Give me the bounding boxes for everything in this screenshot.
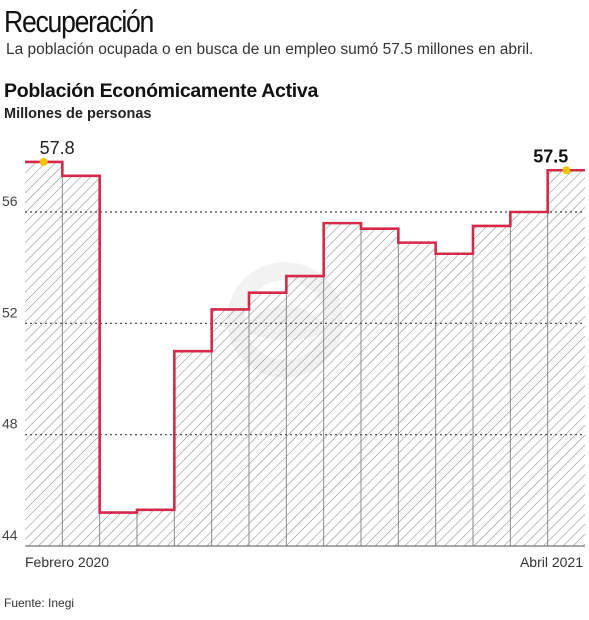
- area-bar-12: [435, 253, 473, 546]
- source-note: Fuente: Inegi: [4, 596, 75, 610]
- chart-unit-label: Millones de personas: [4, 106, 152, 122]
- area-bar-14: [510, 212, 548, 546]
- area-bar-1: [25, 161, 63, 546]
- area-bar-13: [473, 225, 511, 546]
- marker-last: [562, 166, 571, 175]
- area-bar-2: [62, 175, 100, 547]
- area-bar-4: [137, 509, 175, 546]
- headline: Recuperación: [4, 4, 154, 39]
- area-bar-9: [323, 223, 361, 546]
- area-bar-7: [249, 292, 287, 546]
- area-bar-15: [547, 170, 585, 546]
- area-bar-6: [211, 309, 249, 546]
- area-bar-5: [174, 351, 212, 546]
- y-tick-label-44: 44: [2, 527, 18, 543]
- y-tick-label-48: 48: [2, 416, 18, 432]
- subtitle: La población ocupada o en busca de un em…: [6, 41, 534, 58]
- x-label-last: Abril 2021: [520, 554, 583, 570]
- area-bar-3: [99, 512, 137, 546]
- annotation-first-value: 57.8: [40, 138, 75, 158]
- area-bar-11: [398, 242, 436, 546]
- annotation-last-value: 57.5: [533, 146, 568, 166]
- area-bar-8: [286, 276, 324, 546]
- area-bar-10: [361, 228, 399, 546]
- x-label-first: Febrero 2020: [25, 554, 109, 570]
- y-tick-label-52: 52: [2, 304, 18, 320]
- step-line-series: [25, 160, 585, 514]
- y-tick-label-56: 56: [2, 193, 18, 209]
- chart-title: Población Económicamente Activa: [4, 80, 318, 102]
- marker-first: [39, 157, 48, 166]
